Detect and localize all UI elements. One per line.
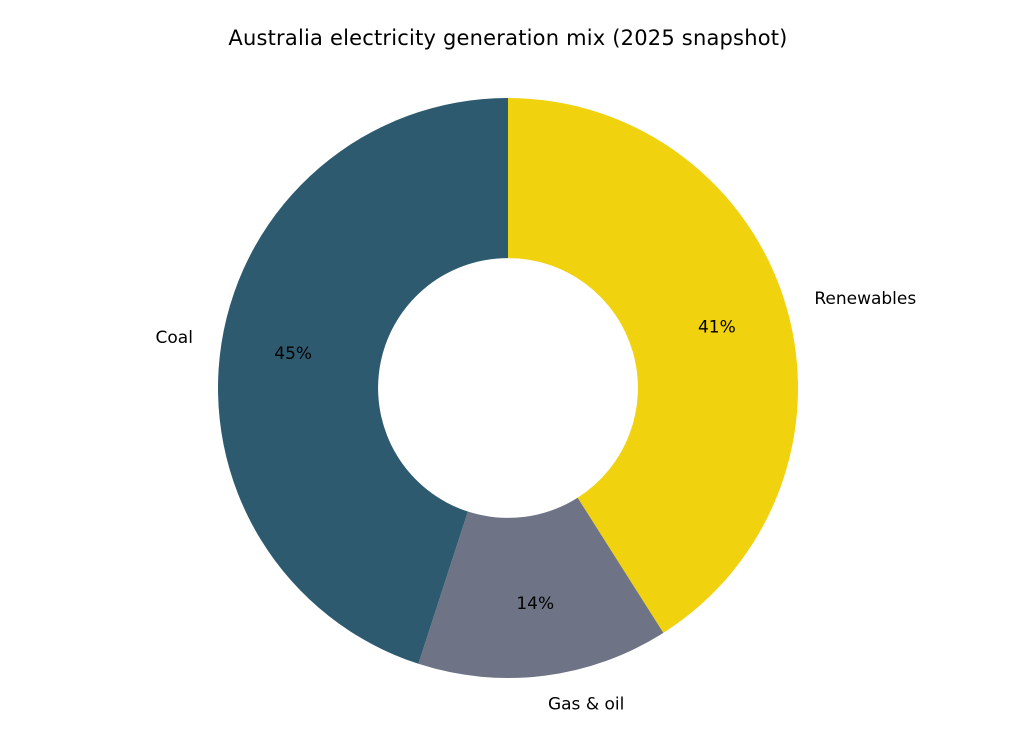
pie-slice-renewables — [508, 98, 799, 633]
category-label-gas-oil: Gas & oil — [548, 694, 624, 714]
category-label-renewables: Renewables — [814, 289, 916, 309]
pct-label-gas-oil: 14% — [516, 594, 554, 614]
pie-slice-coal — [217, 98, 508, 664]
chart-title: Australia electricity generation mix (20… — [228, 26, 788, 50]
category-label-coal: Coal — [156, 328, 193, 348]
pct-label-coal: 45% — [274, 344, 312, 364]
pct-label-renewables: 41% — [698, 317, 736, 337]
pie-slice-gas-oil — [418, 497, 664, 678]
